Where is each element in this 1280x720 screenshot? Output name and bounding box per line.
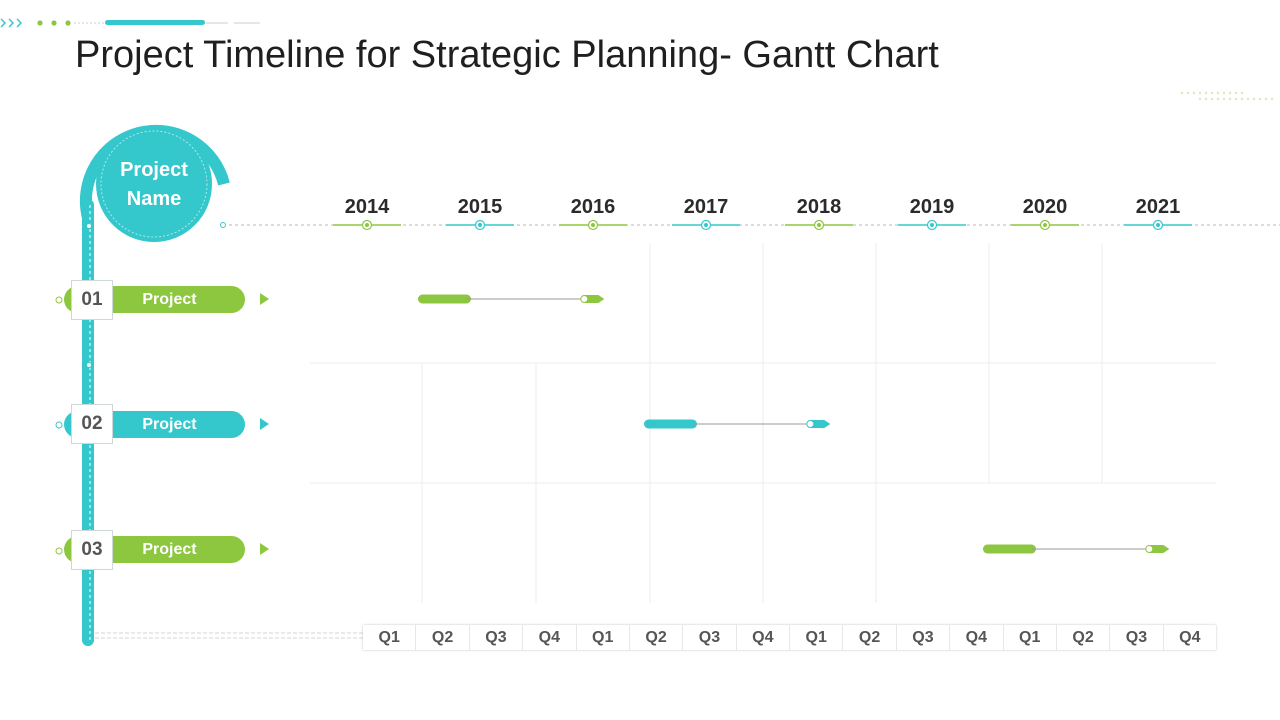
project-name-label: Project Name [96, 156, 212, 214]
gantt-bar-end-arrow [810, 420, 831, 428]
year-label: 2016 [570, 196, 616, 218]
page-title: Project Timeline for Strategic Planning-… [75, 34, 939, 76]
quarter-label: Q2 [416, 625, 470, 650]
project-label: Project [142, 290, 197, 308]
project-number-01: 01 [71, 280, 113, 320]
quarter-label: Q4 [523, 625, 577, 650]
quarter-label: Q1 [577, 625, 630, 650]
gantt-bar-end-dot [580, 295, 589, 303]
project-label: Project [142, 415, 197, 433]
project-name-circle [96, 126, 212, 242]
quarter-label: Q3 [470, 625, 524, 650]
quarter-label: Q1 [790, 625, 844, 650]
year-tick-dot [1156, 223, 1160, 227]
grid-lines [310, 243, 1216, 603]
quarter-label: Q4 [1179, 629, 1201, 646]
year-label: 2015 [457, 196, 503, 218]
quarter-label: Q3 [683, 625, 737, 650]
project-number-02: 02 [71, 404, 113, 444]
year-tick-marks [333, 219, 1192, 231]
year-label: 2014 [344, 196, 390, 218]
project-number-03: 03 [71, 530, 113, 570]
year-label: 2018 [796, 196, 842, 218]
quarter-label: Q3 [1110, 625, 1164, 650]
quarter-label: Q1 [1004, 625, 1057, 650]
gantt-bar-end-arrow [584, 295, 605, 303]
gantt-bar-end-dot [1145, 545, 1154, 553]
quarter-label: Q2 [843, 625, 897, 650]
year-label: 2020 [1022, 196, 1068, 218]
decorative-dot-pattern [1180, 91, 1274, 101]
quarter-strip: Q1 Q2 Q3 Q4 Q1 Q2 Q3 Q4 Q1 Q2 Q3 Q4 Q1 Q2 Q3 Q4 [363, 625, 1216, 650]
row-markers [55, 293, 269, 555]
year-tick-dot [365, 223, 369, 227]
quarter-label: Q4 [950, 625, 1004, 650]
project-name-line1: Project [120, 159, 188, 181]
year-label: 2019 [909, 196, 955, 218]
year-tick-dot [591, 223, 595, 227]
quarter-label: Q3 [897, 625, 951, 650]
year-label: 2021 [1135, 196, 1181, 218]
project-name-line2: Name [126, 188, 182, 210]
project-label: Project [142, 540, 197, 558]
gantt-bar-end-dot [806, 420, 815, 428]
quarter-label: Q2 [630, 625, 684, 650]
decorative-header-ornament [0, 18, 260, 28]
year-tick-dot [704, 223, 708, 227]
year-tick-dot [1043, 223, 1047, 227]
year-label: 2017 [683, 196, 729, 218]
quarter-label: Q1 [363, 625, 417, 650]
year-tick-dot [478, 223, 482, 227]
gantt-bar-end-arrow [1149, 545, 1170, 553]
year-tick-dot [817, 223, 821, 227]
quarter-label: Q2 [1057, 625, 1111, 650]
year-tick-dot [930, 223, 934, 227]
gantt-bars [418, 294, 1170, 554]
quarter-label: Q4 [737, 625, 790, 650]
